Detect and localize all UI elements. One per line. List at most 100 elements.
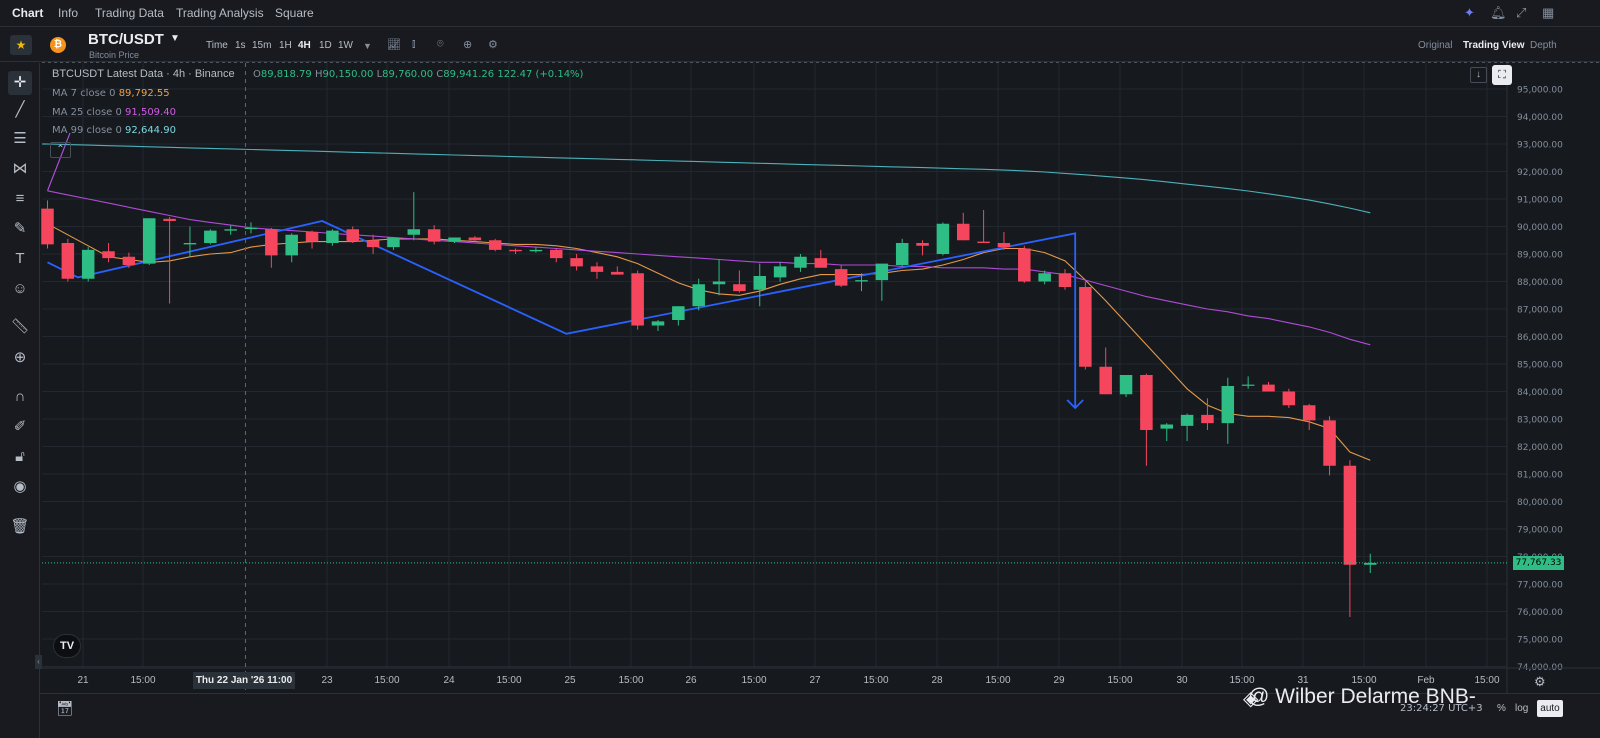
pattern-icon[interactable]: ⋈ [12, 160, 28, 177]
ohlc-low: 89,760.00 [382, 69, 434, 80]
trendline-icon[interactable]: ╱ [15, 101, 25, 118]
timeframe-1h[interactable]: 1H [279, 40, 292, 51]
candle-body [468, 237, 482, 241]
candle-body [448, 237, 461, 242]
time-axis[interactable]: 21 15:00 23 15:00 24 15:00 25 15:00 26 15:00 27 15:… [42, 667, 1600, 686]
time-tick-label: 15:00 [374, 675, 399, 686]
candle-body [1282, 391, 1296, 406]
candle-body [427, 229, 441, 242]
drawing-toolbar: ✛ ╱ ☰ ⋈ ≡ ✎ T ☺ 📏︎ ⊕ ∩ ✐ 🔓︎ ◉ 🗑︎ [0, 63, 40, 738]
ohlc-high: 90,150.00 [322, 69, 374, 80]
candle-body [1119, 375, 1133, 395]
percent-scale-toggle[interactable]: % [1497, 703, 1506, 714]
panel-toggle-chevron-icon[interactable]: ‹ [35, 655, 42, 669]
legend-ma99[interactable]: MA 99 close 0 92,644.90 [52, 125, 176, 136]
download-arrow-icon[interactable]: ↓ [1470, 67, 1487, 83]
time-tick-label: 30 [1176, 675, 1188, 686]
candle-body [285, 234, 298, 256]
candle-body [183, 243, 197, 245]
screenshot-camera-icon[interactable]: ⌾ [437, 38, 444, 50]
ma99-label: MA 99 close 0 [52, 125, 122, 136]
ohlc-change: 122.47 (+0.14%) [497, 69, 584, 80]
time-tick-label: 15:00 [496, 675, 521, 686]
auto-scale-toggle[interactable]: auto [1537, 700, 1563, 717]
grid-lines [42, 63, 1507, 668]
zoom-in-icon[interactable]: ⊕ [13, 349, 27, 366]
price-tick-label: 88,000.00 [1517, 278, 1563, 288]
candle-body [1302, 405, 1316, 421]
horizontal-lines-icon[interactable]: ☰ [13, 130, 27, 147]
trash-icon[interactable]: 🗑︎ [10, 518, 30, 535]
axis-settings-gear-icon[interactable]: ⚙ [1534, 674, 1546, 689]
timeframe-4h[interactable]: 4H [298, 40, 311, 51]
symbol-dropdown-caret-icon[interactable]: ▼ [170, 33, 180, 44]
time-tick-label: 21 [77, 675, 89, 686]
candle-body [1323, 420, 1336, 466]
sparkle-icon[interactable]: ✦ [1464, 5, 1475, 20]
tab-square[interactable]: Square [275, 6, 314, 20]
candle-body [692, 284, 705, 307]
price-tick-label: 90,000.00 [1517, 223, 1563, 233]
settings-icon[interactable]: ⚙ [488, 39, 498, 51]
emoji-icon[interactable]: ☺ [12, 280, 28, 297]
candle-body [672, 306, 685, 320]
chart-legend-title: BTCUSDT Latest Data · 4h · Binance [52, 68, 235, 80]
magnet-icon[interactable]: ∩ [14, 388, 26, 405]
candle-type-icon[interactable]: ⫾ [412, 38, 416, 50]
bell-icon[interactable]: 🔔︎ [1490, 5, 1507, 20]
fib-icon[interactable]: ≡ [15, 190, 25, 207]
view-depth[interactable]: Depth [1530, 40, 1557, 51]
candle-body [712, 281, 726, 285]
symbol-subtitle: Bitcoin Price [89, 50, 140, 60]
tab-trading-data[interactable]: Trading Data [95, 6, 164, 20]
log-scale-toggle[interactable]: log [1515, 703, 1529, 714]
favorite-star-icon[interactable]: ★ [10, 35, 32, 55]
timeframe-15m[interactable]: 15m [252, 40, 272, 51]
timeframe-1s[interactable]: 1s [235, 40, 246, 51]
eye-icon[interactable]: ◉ [13, 478, 27, 495]
text-icon[interactable]: T [15, 250, 25, 267]
candle-body [61, 243, 75, 279]
candle-body [631, 273, 644, 326]
crosshair-icon[interactable]: ✛ [8, 71, 32, 95]
legend-ma7[interactable]: MA 7 close 0 89,792.55 [52, 88, 170, 99]
brush-icon[interactable]: ✎ [13, 220, 27, 237]
time-tick-label: 15:00 [1351, 675, 1376, 686]
binance-logo-icon: ◈ [1243, 688, 1259, 710]
layout-grid-icon[interactable]: ▦ [1542, 5, 1555, 20]
legend-ma25[interactable]: MA 25 close 0 91,509.40 [52, 107, 176, 118]
symbol-pair[interactable]: BTC/USDT [88, 31, 164, 48]
price-tick-label: 87,000.00 [1517, 306, 1563, 316]
price-tick-label: 81,000.00 [1517, 471, 1563, 481]
ohlc-open: 89,818.79 [260, 69, 312, 80]
price-tick-label: 91,000.00 [1517, 196, 1563, 206]
tab-info[interactable]: Info [58, 6, 79, 20]
price-tick-label: 80,000.00 [1517, 498, 1563, 508]
tab-chart[interactable]: Chart [12, 6, 44, 20]
top-nav: Chart Info Trading Data Trading Analysis… [0, 0, 1600, 27]
ruler-icon[interactable]: 📏︎ [10, 318, 30, 335]
expand-icon[interactable]: ⤢ [1516, 5, 1527, 20]
utc-clock[interactable]: 23:24:27 UTC+3 [1400, 703, 1483, 714]
view-original[interactable]: Original [1418, 40, 1453, 51]
date-range-calendar-icon[interactable]: 📅︎ [56, 700, 74, 716]
candle-body [570, 258, 583, 267]
view-trading-view[interactable]: Trading View [1463, 40, 1525, 51]
indicator-icon[interactable]: 📈︎ [387, 39, 401, 51]
time-tick-label: 31 [1297, 675, 1309, 686]
candle-body [814, 258, 828, 268]
lock-drawing-icon[interactable]: ✐ [13, 418, 27, 435]
timeframe-1d[interactable]: 1D [319, 40, 332, 51]
timeframe-1w[interactable]: 1W [338, 40, 353, 51]
price-axis[interactable]: 95,000.00 94,000.00 93,000.00 92,000.00 91,0… [1506, 63, 1600, 693]
price-tick-label: 92,000.00 [1517, 168, 1563, 178]
lock-icon[interactable]: 🔓︎ [15, 448, 25, 465]
candle-body [305, 232, 319, 242]
fullscreen-icon[interactable]: ⛶ [1492, 65, 1512, 85]
add-indicator-icon[interactable]: ⊕ [463, 39, 473, 51]
timeframe-time[interactable]: Time [206, 40, 228, 51]
tab-trading-analysis[interactable]: Trading Analysis [176, 6, 264, 20]
timeframe-more-caret-icon[interactable]: ▼ [363, 41, 372, 51]
legend-collapse-chevron-icon[interactable]: ⌃ [50, 142, 71, 158]
